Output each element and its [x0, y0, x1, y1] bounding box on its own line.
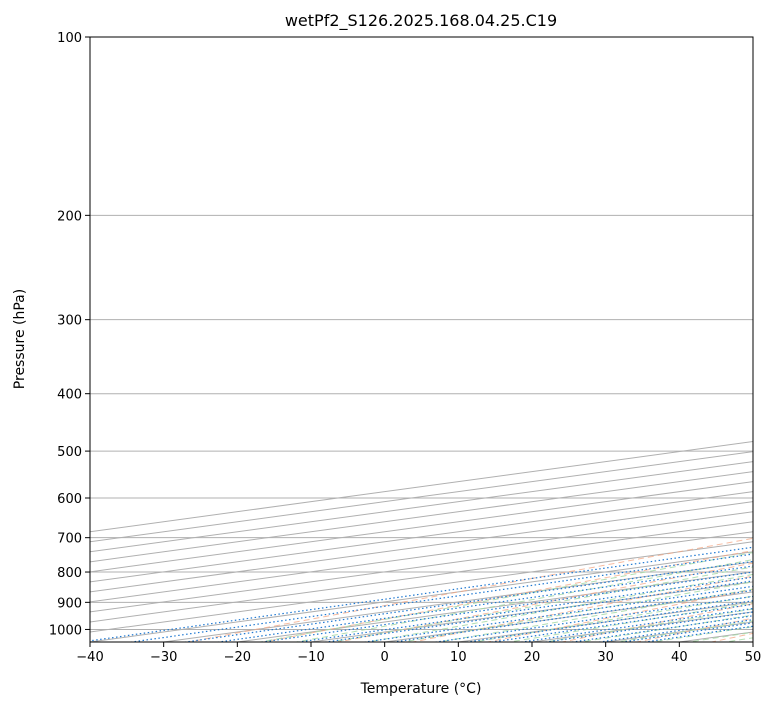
y-tick-label: 600 — [57, 492, 82, 507]
mixing-ratio-line — [90, 546, 753, 642]
mixing-ratio-line — [181, 560, 753, 642]
y-tick-label: 700 — [57, 532, 82, 547]
moist-adiabat-line — [722, 637, 753, 642]
mixing-ratio-line — [595, 619, 753, 642]
isotherm-line — [90, 451, 753, 543]
dry-adiabat-line — [559, 603, 753, 642]
x-axis-label: Temperature (°C) — [360, 681, 482, 697]
isotherm-line — [90, 501, 753, 593]
y-tick-label: 100 — [57, 31, 82, 46]
moist-adiabat-line — [470, 595, 753, 642]
mixing-ratio-line — [258, 571, 753, 642]
moist-adiabat-line — [400, 581, 753, 642]
plot-frame — [89, 36, 754, 643]
y-tick-label: 400 — [57, 388, 82, 403]
mixing-ratio-line — [389, 589, 753, 642]
x-tick-label: −10 — [297, 650, 324, 665]
chart-title: wetPf2_S126.2025.168.04.25.C19 — [285, 11, 557, 31]
dry-adiabat-line — [335, 562, 753, 642]
isotherm-line — [90, 541, 753, 633]
y-tick-label: 200 — [57, 209, 82, 224]
isotherm-line — [90, 521, 753, 613]
x-tick-label: 40 — [671, 650, 688, 665]
isotherm-line — [384, 591, 753, 642]
isotherm-line — [90, 491, 753, 583]
y-tick-label: 1000 — [49, 623, 82, 638]
isotherm-line — [90, 511, 753, 603]
dry-adiabat-line — [485, 589, 753, 642]
x-tick-label: 10 — [450, 650, 467, 665]
moist-adiabat-line — [577, 614, 753, 642]
mixing-ratio-line — [127, 553, 753, 642]
mixing-ratio-line — [568, 615, 753, 642]
x-tick-label: −20 — [224, 650, 251, 665]
isotherm-line — [90, 481, 753, 573]
isotherm-line — [310, 581, 753, 642]
pressure-gridlines — [90, 37, 753, 630]
moist-adiabat-line — [329, 566, 753, 642]
moist-adiabat-line — [364, 573, 753, 642]
moist-adiabat-line — [685, 631, 753, 642]
y-tick-label: 500 — [57, 445, 82, 460]
moist-adiabat-line — [613, 620, 753, 642]
moist-adiabat-line — [293, 559, 753, 642]
moist-adiabat-line — [649, 626, 753, 642]
dry-adiabat-line — [260, 550, 753, 642]
dry-adiabat-line — [410, 575, 753, 642]
x-tick-label: −30 — [150, 650, 177, 665]
moist-adiabat-line — [257, 552, 753, 642]
y-tick-label: 900 — [57, 596, 82, 611]
mixing-ratio-line — [542, 611, 753, 642]
y-tick-label: 800 — [57, 566, 82, 581]
isotherm-line — [90, 551, 753, 642]
skewed-isotherms — [90, 441, 753, 642]
isotherm-line — [90, 531, 753, 623]
moist-adiabats — [257, 552, 753, 642]
dry-adiabat-line — [186, 537, 753, 642]
moist-adiabat-line — [541, 608, 753, 642]
x-tick-label: 30 — [597, 650, 614, 665]
isotherm-line — [752, 641, 753, 642]
y-axis-label: Pressure (hPa) — [12, 289, 28, 389]
plot-area: 0.10.20.40.611.52346810131620253036-100-… — [90, 37, 753, 642]
dry-adiabats — [186, 537, 753, 642]
isotherm-line — [458, 601, 753, 642]
dry-adiabat-line — [709, 632, 753, 642]
y-tick-label: 300 — [57, 314, 82, 329]
x-tick-label: −40 — [76, 650, 103, 665]
mixing-ratio-line — [214, 565, 753, 642]
isotherm-line — [90, 471, 753, 563]
mixing-ratio-line — [517, 607, 753, 642]
x-tick-label: 20 — [524, 650, 541, 665]
isotherm-line — [90, 461, 753, 553]
x-tick-label: 0 — [381, 650, 389, 665]
isotherm-line — [531, 611, 753, 642]
y-axis-ticks: 100 200 300 400 500 600 700 800 900 1000 — [49, 31, 90, 638]
x-tick-label: 50 — [745, 650, 762, 665]
mixing-ratio-lines — [90, 546, 753, 642]
x-axis-ticks: −40 −30 −20 −10 0 10 20 30 40 50 — [76, 642, 761, 665]
isotherm-line — [605, 621, 753, 642]
